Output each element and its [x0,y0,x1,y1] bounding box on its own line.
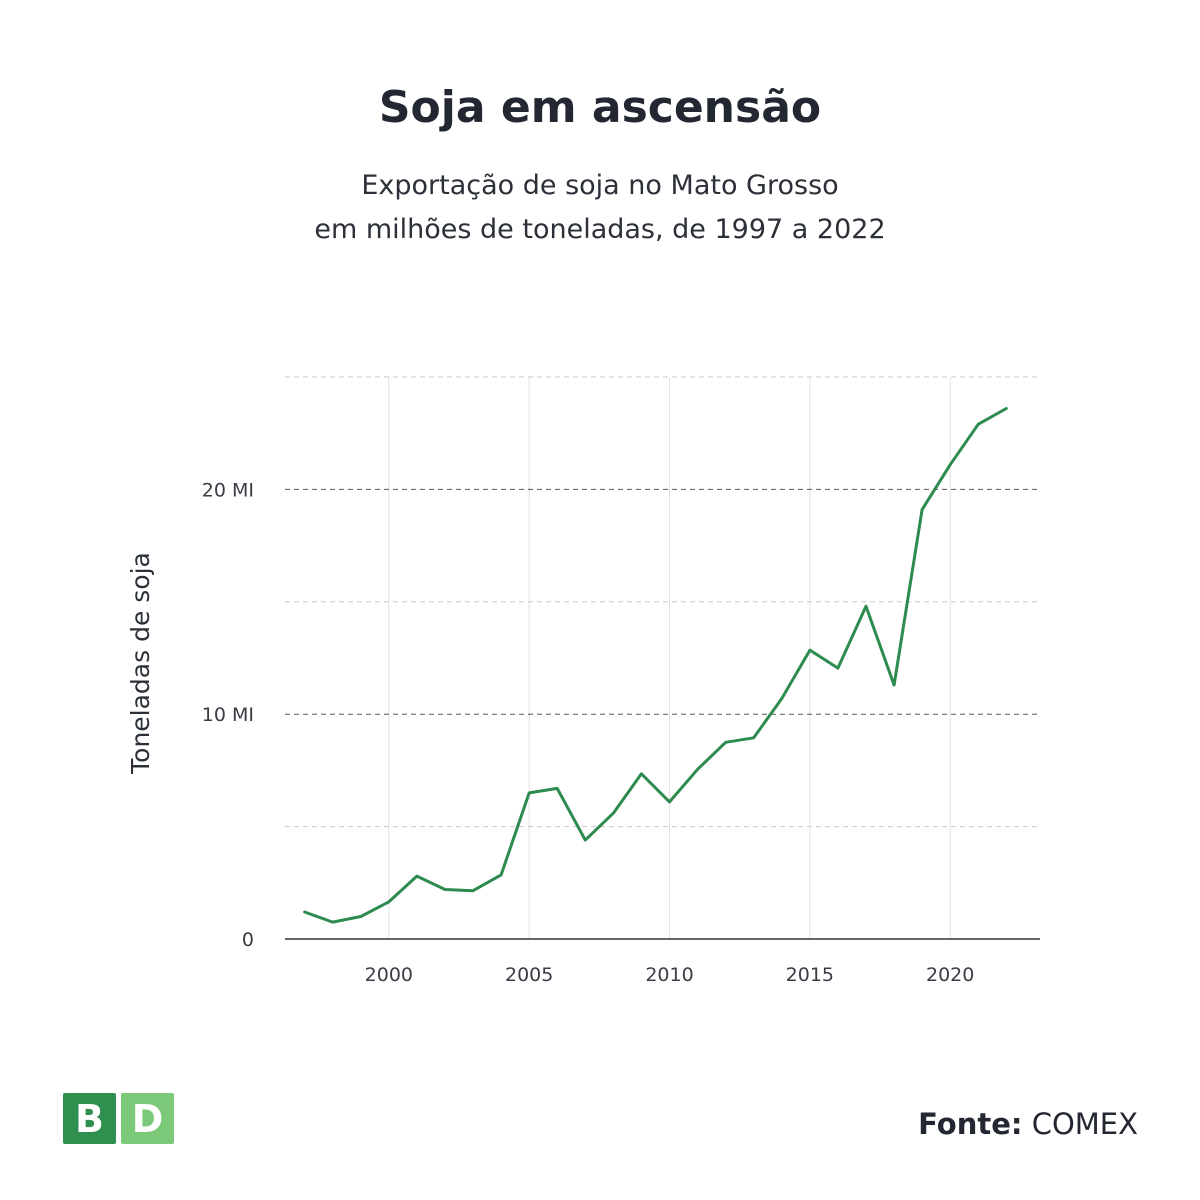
y-tick-label: 10 MI [202,704,254,726]
source-value: COMEX [1031,1107,1138,1141]
x-tick-label: 2015 [786,964,834,986]
bd-logo: B D [63,1093,174,1144]
y-axis-title: Toneladas de soja [126,552,155,775]
logo-letter-b: B [63,1093,116,1144]
chart-subtitle-line-2: em milhões de toneladas, de 1997 a 2022 [314,214,886,245]
source-label: Fonte: [918,1107,1023,1141]
x-tick-label: 2010 [645,964,693,986]
chart-subtitle-line-1: Exportação de soja no Mato Grosso [361,170,839,201]
y-tick-label: 20 MI [202,479,254,501]
x-tick-label: 2000 [365,964,413,986]
chart-title: Soja em ascensão [378,82,822,133]
source-credit: Fonte: COMEX [918,1107,1138,1141]
x-tick-label: 2005 [505,964,553,986]
x-tick-label: 2020 [926,964,974,986]
series-line [303,407,1008,924]
logo-letter-d: D [121,1093,174,1144]
y-tick-label: 0 [242,929,254,951]
